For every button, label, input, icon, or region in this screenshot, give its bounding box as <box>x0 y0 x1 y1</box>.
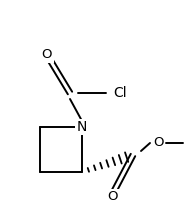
Text: O: O <box>153 136 163 149</box>
Text: N: N <box>77 120 87 134</box>
Text: Cl: Cl <box>113 86 127 100</box>
Text: O: O <box>42 48 52 62</box>
Text: O: O <box>107 190 117 204</box>
